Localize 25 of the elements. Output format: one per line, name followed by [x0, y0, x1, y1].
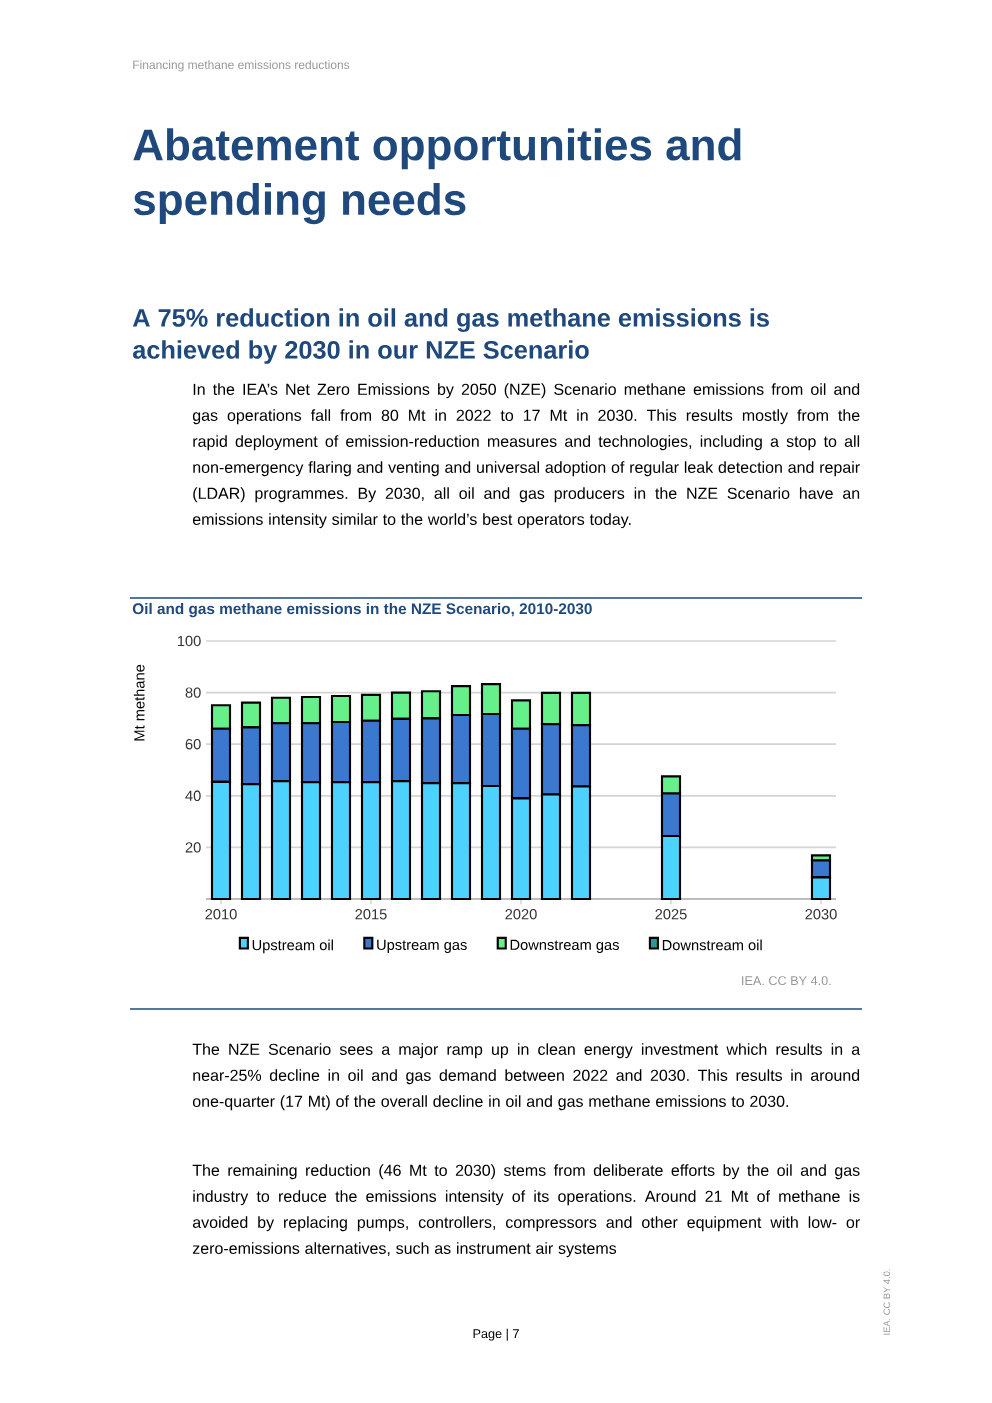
y-axis-title: Mt methane [133, 664, 145, 741]
text: Page | 7 [473, 1328, 519, 1341]
y-tick-label: 20 [185, 842, 201, 853]
text: A 75% reduction in oil and gas methane emissions is achieved by 2030 in our NZE Scenario [132, 308, 769, 364]
x-tick-label: 2010 [205, 909, 237, 920]
legend-label: Downstream gas [510, 939, 619, 953]
x-tick-label: 2020 [505, 909, 537, 920]
text: IEA. CC BY 4.0. [883, 1269, 891, 1335]
legend-label: Upstream gas [377, 939, 467, 953]
x-tick-label: 2030 [805, 909, 837, 920]
legend-label: Upstream oil [252, 939, 333, 954]
text: In the IEA’s Net Zero Emissions by 2050 (NZE) Scenario methane emissions from oil and gas operations fall from 80 Mt in 2022 to 17 Mt in 2030. This results mostly from the rapid deployment of emission-reduction measures and technologies, including a stop to all non-emergency flaring and venting and universal adoption of regular leak detection and repair (LDAR) programmes. By 2030, all oil and gas producers in the NZE Scenario have an emissions intensity similar to the world’s best operators today. [192, 383, 860, 529]
text: Financing methane emissions reductions [133, 60, 350, 72]
text: IEA. CC BY 4.0. [742, 976, 831, 986]
legend-label: Downstream oil [662, 939, 762, 951]
y-tick-label: 80 [185, 687, 201, 698]
y-tick-label: 40 [185, 790, 201, 801]
x-tick-label: 2015 [355, 909, 387, 920]
chart-title: Oil and gas methane emissions in the NZE Scenario, 2010-2030 [132, 602, 592, 618]
y-tick-label: 60 [185, 739, 201, 750]
y-tick-label: 100 [177, 635, 201, 647]
text: The remaining reduction (46 Mt to 2030) stems from deliberate efforts by the oil and gas industry to reduce the emissions intensity of its operations. Around 21 Mt of methane is avoided by replacing pumps, controllers, compressors and other equipment with low- or zero-emissions alternatives, such as instrument air systems [192, 1164, 860, 1258]
x-tick-label: 2025 [655, 909, 687, 920]
text: Abatement opportunities and spending needs [133, 128, 741, 225]
text: The NZE Scenario sees a major ramp up in clean energy investment which results in a near-25% decline in oil and gas demand between 2022 and 2030. This results in around one-quarter (17 Mt) of the overall decline in oil and gas methane emissions to 2030. [192, 1043, 861, 1111]
